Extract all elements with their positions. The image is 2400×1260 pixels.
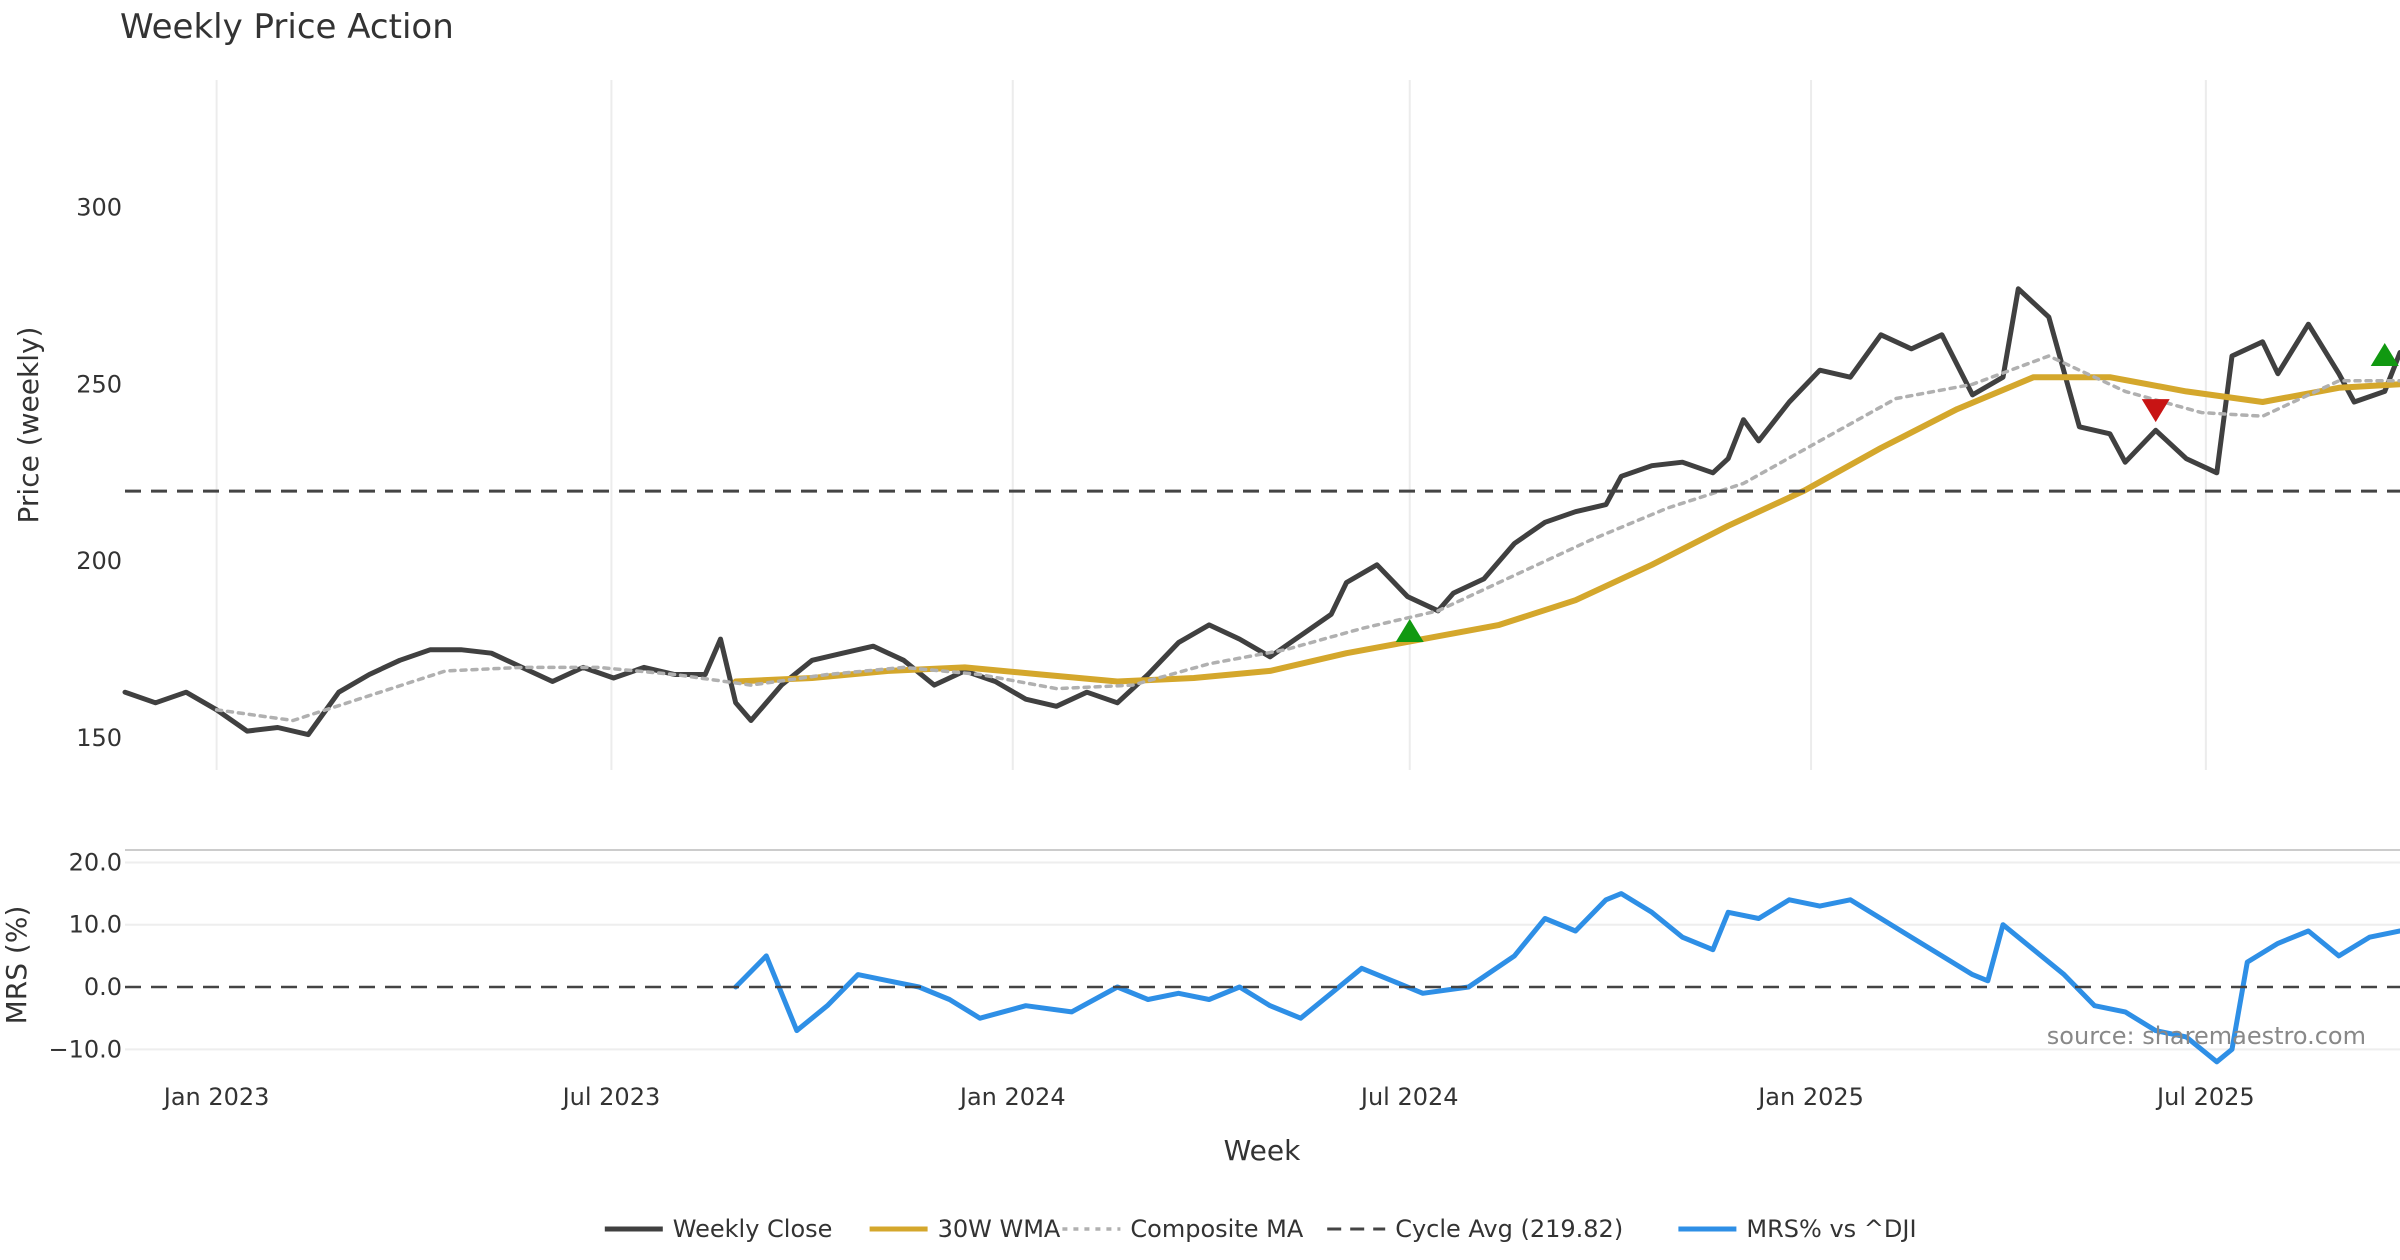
price-panel: Weekly Price Action Price (weekly) 150 20… [12,7,2400,770]
legend-item-weekly-close: Weekly Close [604,1215,833,1243]
x-axis-label: Week [1224,1134,1301,1167]
source-attribution: source: sharemaestro.com [2047,1022,2366,1050]
price-gridlines [215,80,2207,770]
weekly-close-line [122,286,2400,738]
legend: Weekly Close 30W WMA Composite MA Cycle Avg… [604,1215,1917,1243]
30w-wma-line [732,374,2400,685]
mrs-y-ticks: 20.0 10.0 0.0 −10.0 [48,848,122,1063]
sell-signal-marker [2141,399,2170,423]
legend-item-cycle-avg-219-82: Cycle Avg (219.82) [1327,1215,1623,1243]
x-tick-jul-2025: Jul 2025 [2155,1083,2255,1111]
legend-label-mrs-vs-dji: MRS% vs ^DJI [1746,1215,1916,1243]
legend-label-weekly-close: Weekly Close [673,1215,833,1243]
legend-label-composite-ma: Composite MA [1130,1215,1303,1243]
x-tick-jan-2025: Jan 2025 [1756,1083,1864,1111]
legend-item-mrs-vs-dji: MRS% vs ^DJI [1678,1215,1917,1243]
legend-label-cycle-avg-219-82: Cycle Avg (219.82) [1395,1215,1623,1243]
mrs-y-tick: 20.0 [69,848,122,876]
composite-ma-line [214,354,2400,723]
price-y-tick-200: 200 [76,547,122,575]
legend-label-30w-wma: 30W WMA [938,1215,1061,1243]
buy-signal-marker [2370,343,2399,366]
legend-item-composite-ma: Composite MA [1062,1215,1304,1243]
mrs-panel: MRS (%) 20.0 10.0 0.0 −10.0 source: sharema… [0,848,2400,1065]
mrs-y-axis-label: MRS (%) [0,906,33,1025]
mrs-y-tick: −10.0 [48,1035,122,1063]
mrs-gridlines [125,861,2400,1051]
buy-signal-marker [1395,619,1424,642]
price-y-tick-300: 300 [76,193,122,221]
x-tick-jul-2023: Jul 2023 [561,1083,661,1111]
price-y-axis-label: Price (weekly) [12,327,45,524]
x-tick-jan-2023: Jan 2023 [162,1083,270,1111]
price-y-ticks: 150 200 250 300 [76,193,122,752]
mrs-y-tick: 0.0 [84,973,122,1001]
signal-markers [1395,343,2399,642]
x-tick-jul-2024: Jul 2024 [1359,1083,1459,1111]
x-axis-ticks: Jan 2023 Jul 2023 Jan 2024 Jul 2024 Jan 2025… [162,1083,2255,1111]
mrs-series [125,891,2400,1065]
chart-title: Weekly Price Action [120,7,454,47]
price-series [122,286,2400,738]
price-y-tick-150: 150 [76,724,122,752]
x-tick-jan-2024: Jan 2024 [958,1083,1066,1111]
mrs-line [733,891,2400,1065]
mrs-y-tick: 10.0 [69,911,122,939]
legend-item-30w-wma: 30W WMA [869,1215,1061,1243]
price-y-tick-250: 250 [76,370,122,398]
